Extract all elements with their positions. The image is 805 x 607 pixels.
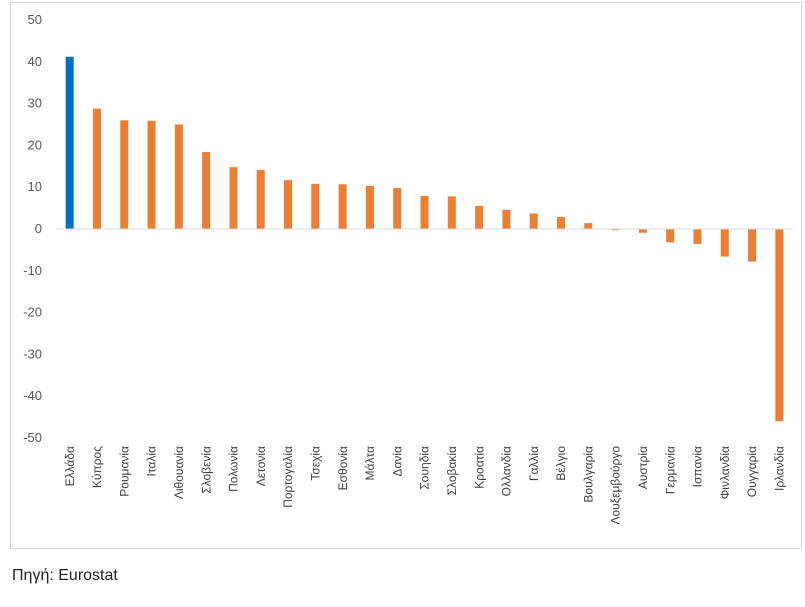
y-tick-label: 50 [28, 12, 42, 27]
category-label: Πολωνία [227, 446, 241, 492]
bar-6 [229, 167, 238, 229]
bar-22 [666, 229, 675, 243]
bar-26 [775, 229, 784, 422]
category-label: Φινλανδία [718, 446, 732, 499]
category-label: Εσθονία [336, 446, 350, 490]
category-label: Σουηδία [418, 446, 432, 490]
bar-14 [447, 196, 456, 229]
bar-13 [420, 195, 429, 229]
y-tick-label: 0 [35, 221, 42, 236]
bar-19 [584, 223, 593, 229]
category-label: Λιθουανία [172, 446, 186, 499]
category-label: Γαλλία [527, 446, 541, 481]
category-label: Βουλγαρία [581, 446, 595, 503]
category-label: Τσεχία [308, 446, 322, 481]
bar-12 [393, 188, 402, 229]
category-label: Κροατία [472, 446, 486, 489]
bar-2 [120, 120, 129, 229]
y-tick-label: -50 [23, 430, 42, 445]
category-label: Ισπανία [691, 446, 705, 487]
bar-18 [556, 216, 565, 229]
bar-5 [202, 152, 211, 229]
y-tick-label: -30 [23, 346, 42, 361]
bar-23 [693, 229, 702, 245]
category-label: Αυστρία [636, 446, 650, 489]
bar-3 [147, 120, 156, 229]
category-label: Μάλτα [363, 446, 377, 481]
y-tick-label: 30 [28, 96, 42, 111]
category-label: Σλοβενία [199, 446, 213, 494]
y-tick-label: -10 [23, 263, 42, 278]
category-label: Ρουμανία [117, 446, 131, 497]
bar-20 [611, 229, 620, 231]
category-labels: Ελλάδα Κύπρος Ρουμανία Ιταλία Λιθουανία Σλοβε… [63, 446, 787, 525]
y-tick-label: 40 [28, 54, 42, 69]
category-label: Ουγγαρία [745, 446, 759, 497]
source-note: Πηγή: Eurostat [12, 567, 118, 584]
bar-17 [529, 213, 538, 229]
category-label: Ελλάδα [63, 446, 77, 486]
y-tick-label: 10 [28, 179, 42, 194]
category-label: Λουξεμβούργο [609, 446, 623, 525]
category-label: Γερμανία [663, 446, 677, 494]
category-label: Βέλγιο [554, 446, 568, 481]
bar-chart: 50 40 30 20 10 0 -10 -20 -30 -40 -50 Ελλάδα Κύπρος Ρ… [23, 12, 793, 525]
bar-1 [92, 108, 101, 229]
category-label: Σλοβακία [445, 446, 459, 495]
bar-8 [284, 180, 293, 229]
category-label: Ολλανδία [500, 446, 514, 496]
y-tick-label: -20 [23, 305, 42, 320]
chart-area: 50 40 30 20 10 0 -10 -20 -30 -40 -50 Ελλάδα Κύπρος Ρ… [10, 2, 802, 549]
bar-15 [475, 206, 484, 229]
bars [65, 56, 784, 422]
bar-7 [256, 170, 265, 229]
bar-9 [311, 183, 320, 229]
bar-4 [174, 124, 183, 229]
category-label: Λετονία [254, 446, 268, 486]
y-axis-ticks: 50 40 30 20 10 0 -10 -20 -30 -40 -50 [23, 12, 42, 445]
bar-24 [720, 229, 729, 257]
y-tick-label: -40 [23, 388, 42, 403]
bar-16 [502, 209, 511, 229]
bar-0 [65, 56, 74, 229]
bar-10 [338, 184, 347, 229]
category-label: Ιρλανδία [773, 446, 787, 491]
category-label: Ιταλία [145, 446, 159, 477]
y-tick-label: 20 [28, 137, 42, 152]
bar-11 [365, 185, 374, 229]
category-label: Πορτογαλία [281, 446, 295, 508]
category-label: Δανία [390, 446, 404, 477]
bar-21 [638, 229, 647, 233]
category-label: Κύπρος [90, 446, 104, 488]
bar-25 [748, 229, 757, 262]
